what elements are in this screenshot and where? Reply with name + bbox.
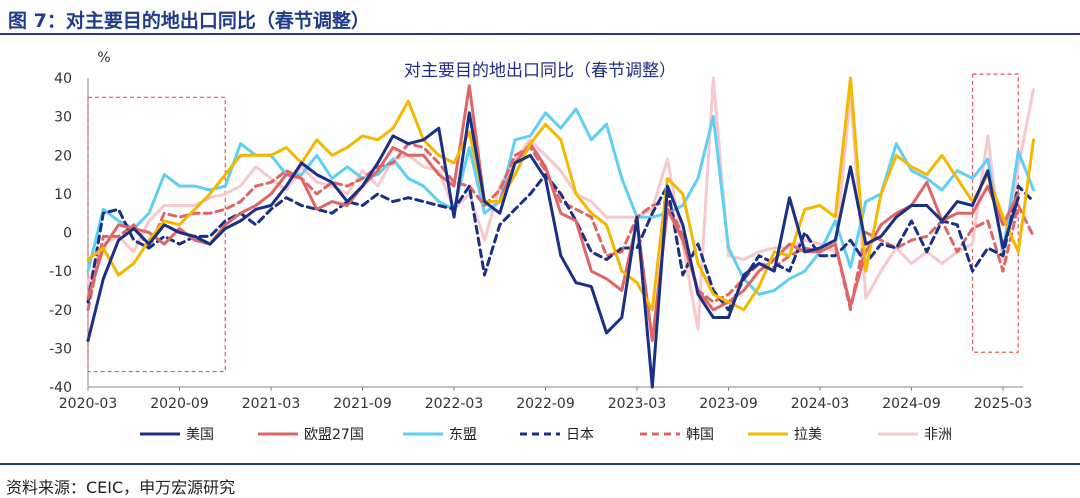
source-note: 资料来源：CEIC，申万宏源研究 (6, 478, 236, 497)
x-tick-label: 2020-03 (59, 396, 118, 412)
x-tick-label: 2025-03 (974, 396, 1033, 412)
y-tick-label: 0 (63, 226, 72, 242)
y-tick-label: -10 (49, 264, 72, 280)
series-line-6 (86, 76, 1035, 312)
y-axis-unit-label: % (97, 50, 110, 66)
y-tick-label: 30 (54, 110, 72, 126)
y-tick-label: 40 (54, 71, 72, 87)
legend-label: 东盟 (449, 427, 477, 443)
y-tick-label: 10 (54, 187, 72, 203)
y-tick-label: -20 (49, 303, 72, 319)
legend-label: 欧盟27国 (304, 427, 364, 443)
x-tick-label: 2023-09 (699, 396, 758, 412)
legend-label: 拉美 (794, 427, 822, 443)
title-divider (0, 33, 1080, 35)
chart-svg: -40 -30 -20 -10 0 10 20 30 40% 2020-03 2020-09 2021… (49, 50, 1035, 443)
source-divider (0, 463, 1080, 465)
x-tick-label: 2024-03 (791, 396, 850, 412)
series-line-7 (86, 76, 1035, 331)
legend-label: 美国 (186, 427, 214, 443)
series-line-3 (86, 107, 1035, 296)
x-tick-label: 2023-03 (608, 396, 667, 412)
legend-label: 韩国 (686, 427, 714, 443)
figure-title: 图 7：对主要目的地出口同比（春节调整） (8, 10, 370, 32)
legend-label: 非洲 (924, 427, 952, 443)
highlight-box (971, 73, 1019, 353)
x-tick-label: 2021-09 (333, 396, 392, 412)
y-tick-label: -40 (49, 380, 72, 396)
y-tick-label: 20 (54, 148, 72, 164)
chart-title: 对主要目的地出口同比（春节调整） (404, 61, 676, 81)
highlight-box (87, 96, 226, 373)
y-tick-label: -30 (49, 341, 72, 357)
series-line-4 (86, 173, 1035, 312)
legend-label: 日本 (566, 427, 594, 443)
x-tick-label: 2021-03 (242, 396, 301, 412)
x-tick-label: 2024-09 (882, 396, 941, 412)
x-tick-label: 2020-09 (150, 396, 209, 412)
x-tick-label: 2022-03 (425, 396, 484, 412)
x-tick-label: 2022-09 (516, 396, 575, 412)
series-line-1 (86, 111, 1020, 389)
series-line-2 (86, 84, 1020, 343)
